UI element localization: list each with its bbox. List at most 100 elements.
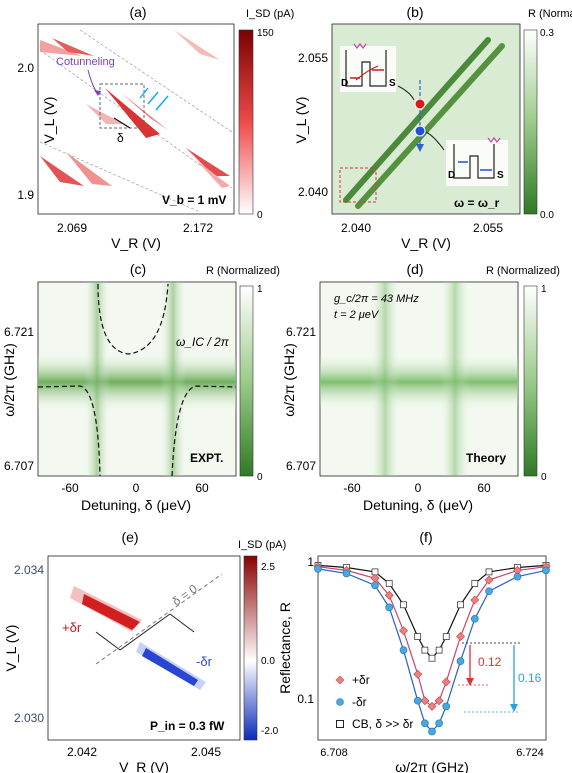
panel-f-point-2-8 [435, 719, 443, 728]
panel-b-cbar-title: R (Normalized) [528, 8, 572, 20]
panel-b-inset-top-d: D [341, 78, 348, 89]
panel-f-ytick-1: 0.1 [297, 692, 314, 706]
panel-f-point-0-11 [471, 580, 479, 587]
panel-e-cbar-min: -2.0 [261, 726, 279, 737]
panel-d-ylabel: ω/2π (GHz) [281, 343, 297, 416]
panel-f-legend-0: +δr [352, 673, 370, 687]
panel-f-point-1-12 [484, 575, 494, 585]
panel-b-line-2 [355, 43, 505, 209]
panel-f-point-0-7 [428, 654, 436, 662]
panel-f: (f) 0.12 0.16 +δr -δr CB, δ >> δr Reflec… [277, 529, 551, 773]
panel-a-ylabel: V_L (V) [41, 97, 57, 144]
panel-f-point-1-9 [441, 677, 451, 687]
panel-f-xlabel: ω/2π (GHz) [395, 759, 468, 773]
panel-f-legend: +δr -δr CB, δ >> δr [335, 673, 413, 731]
panel-d-xtick-0: -60 [343, 481, 361, 495]
panel-f-xtick-1: 6.724 [516, 747, 544, 759]
panel-c-xtick-0: -60 [61, 481, 79, 495]
panel-a-annotation: Cotunneling [56, 56, 115, 68]
panel-c-corner: EXPT. [190, 451, 223, 465]
panel-f-point-2-10 [456, 657, 465, 665]
panel-b-cbar-max: 0.3 [540, 28, 554, 39]
panel-f-point-1-3 [384, 590, 394, 600]
panel-c-lower-branch [37, 385, 237, 477]
panel-b-cbar-min: 0.0 [540, 210, 554, 221]
panel-c-xtick-1: 0 [133, 481, 140, 495]
panel-f-point-2-9 [442, 702, 451, 711]
panel-e-minus-label: -δr [196, 654, 213, 669]
panel-e-ytick-0: 2.034 [14, 563, 44, 577]
panel-f-gap-red: 0.12 [478, 655, 502, 669]
panel-b-ytick-1: 2.040 [298, 185, 328, 199]
panel-e-cbar-max: 2.5 [261, 562, 275, 573]
panel-f-point-0-12 [485, 568, 493, 576]
panel-d-xtick-1: 0 [415, 481, 422, 495]
panel-e-plus-label: +δr [62, 620, 82, 635]
panel-a-cbar-title: I_SD (pA) [246, 8, 294, 20]
panel-f-point-2-13 [513, 572, 522, 581]
panel-b-line-1 [343, 37, 491, 203]
panel-f-point-1-5 [413, 669, 423, 679]
panel-c-xlabel: Detuning, δ (μeV) [81, 497, 191, 513]
panel-b-inset-top-s: S [389, 78, 396, 89]
panel-d-tag: (d) [406, 261, 423, 277]
panel-b-condition: ω = ω_r [454, 196, 500, 210]
panel-b: (b) D S D S ω = ω_r V [293, 4, 572, 251]
panel-a-bias: V_b = 1 mV [162, 193, 226, 207]
panel-a-cbar-max: 150 [257, 28, 274, 39]
panel-b-ylabel: V_L (V) [293, 97, 309, 144]
panel-c-vband-right [160, 282, 186, 476]
panel-a-arrows [139, 87, 169, 111]
panel-e-tag: (e) [121, 529, 138, 545]
panel-f-point-0-4 [400, 601, 407, 609]
panel-d-cbar-title: R (Normalized) [486, 265, 560, 277]
panel-c-tag: (c) [130, 261, 146, 277]
panel-c-ytick-0: 6.721 [4, 325, 34, 339]
panel-f-plot-area [317, 555, 547, 741]
panel-b-inset-bottom-d: D [448, 170, 455, 181]
panel-f-point-2-12 [485, 587, 493, 596]
panel-b-tag: (b) [406, 4, 423, 20]
panel-c-resonance-band [38, 352, 236, 412]
panel-f-point-0-10 [457, 601, 464, 609]
panel-b-inset-bottom-s: S [497, 170, 504, 181]
panel-c-ytick-1: 6.707 [4, 459, 34, 473]
panel-f-point-1-6 [420, 696, 430, 706]
panel-d-corner: Theory [466, 451, 506, 465]
panel-e-xtick-1: 2.045 [191, 745, 221, 759]
panel-a-colorbar [238, 29, 254, 215]
panel-f-xtick-0: 6.708 [320, 747, 348, 759]
panel-c-colorbar [239, 285, 254, 477]
panel-d-colorbar [523, 285, 538, 477]
panel-b-inset-top: D S [340, 43, 396, 92]
panel-b-xtick-0: 2.040 [341, 221, 371, 235]
panel-e-power: P_in = 0.3 fW [150, 719, 225, 733]
panel-d-ytick-0: 6.721 [286, 325, 316, 339]
panel-c-cbar-min: 0 [257, 472, 263, 483]
panel-d-xtick-2: 60 [477, 481, 491, 495]
panel-c-cbar-max: 1 [257, 284, 263, 295]
panel-a-delta: δ [117, 131, 124, 145]
panel-c-vband-left [84, 282, 110, 476]
panel-e-xlabel: V_R (V) [119, 759, 169, 773]
panel-f-ylabel: Reflectance, R [277, 602, 293, 694]
panel-f-point-2-0 [314, 565, 322, 573]
panel-f-point-2-3 [385, 603, 394, 612]
panel-f-point-2-7 [428, 727, 436, 736]
panel-a: (a) Cotunneling δ V_b = 1 mV V_L (V) [17, 4, 294, 251]
panel-f-tag: (f) [419, 529, 432, 545]
panel-c-upper-branch [97, 283, 169, 355]
panel-d: (d) g_c/2π = 43 MHz t = 2 μeV Theory ω/2… [281, 261, 560, 513]
panel-a-cbar-min: 0 [257, 210, 263, 221]
panel-c-curve-label: ω_IC / 2π [176, 335, 230, 349]
panel-e-blue-core [142, 648, 198, 686]
panel-d-xlabel: Detuning, δ (μeV) [363, 497, 473, 513]
panel-e-cbar-mid: 0.0 [261, 656, 275, 667]
panel-f-ytick-0: 1 [307, 555, 314, 569]
panel-b-blue-dot [414, 125, 426, 137]
panel-a-xlabel: V_R (V) [111, 235, 161, 251]
panel-f-gap-blue: 0.16 [518, 671, 542, 685]
panel-f-point-1-4 [399, 626, 408, 636]
panel-b-xlabel: V_R (V) [401, 235, 451, 251]
panel-b-inset-bottom: D S [446, 137, 508, 186]
